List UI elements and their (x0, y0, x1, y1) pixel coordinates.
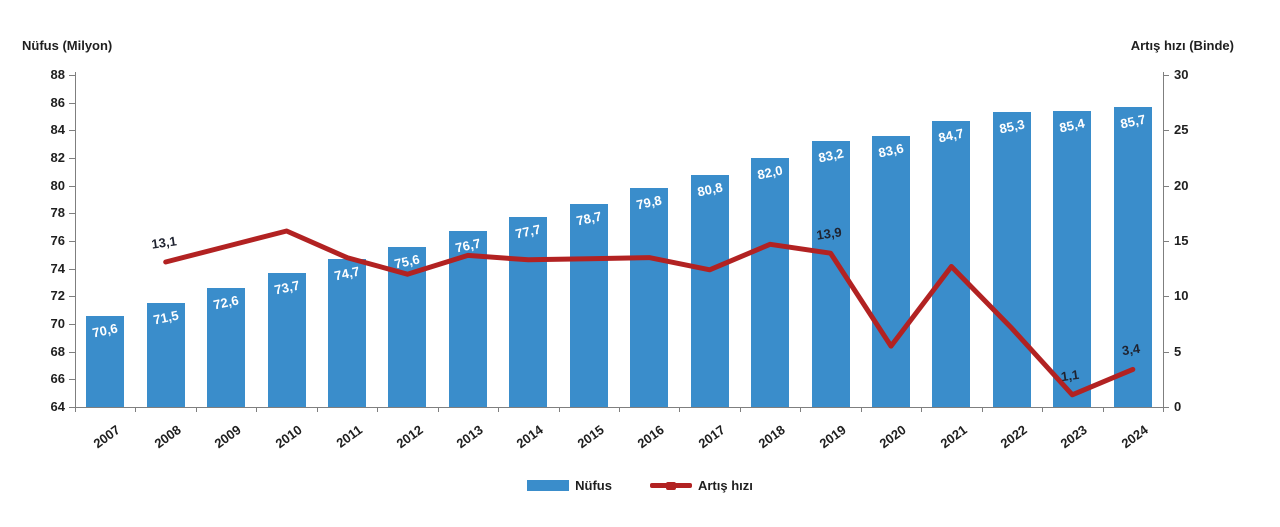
left-axis-title: Nüfus (Milyon) (22, 38, 113, 53)
line-value-label: 1,1 (1060, 366, 1081, 384)
right-axis-tick (1163, 185, 1169, 187)
right-axis-tick (1163, 75, 1169, 76)
x-axis-tick (135, 407, 137, 412)
left-axis-tick (69, 379, 75, 381)
left-axis-tick-label: 74 (50, 260, 65, 276)
left-axis-line (75, 72, 76, 407)
population-bar (1113, 106, 1152, 407)
left-axis-tick (69, 296, 75, 298)
x-axis-tick (1163, 407, 1164, 412)
left-axis-tick-label: 66 (50, 371, 65, 387)
x-axis-tick (1042, 407, 1044, 412)
left-axis-tick-label: 64 (50, 399, 65, 414)
population-bar (267, 272, 306, 407)
x-axis-tick (498, 407, 500, 412)
right-axis-tick (1163, 241, 1169, 242)
x-axis-tick (558, 407, 560, 412)
right-axis-tick-label: 25 (1174, 122, 1189, 138)
left-axis-tick-label: 86 (50, 94, 65, 110)
population-bar (146, 303, 185, 407)
legend-item-nufus: Nüfus (527, 478, 612, 493)
right-axis-tick-label: 30 (1174, 67, 1189, 82)
right-axis-tick-label: 5 (1174, 343, 1182, 359)
x-axis-tick (619, 407, 620, 412)
x-axis-tick (437, 407, 439, 412)
right-axis-tick (1163, 351, 1169, 353)
left-axis-tick-label: 84 (50, 122, 65, 138)
left-axis-tick-label: 82 (50, 150, 65, 165)
population-bar (1053, 110, 1092, 407)
left-axis-tick-label: 72 (50, 288, 65, 304)
right-axis-line (1163, 72, 1164, 407)
population-bar (932, 120, 971, 407)
left-axis-tick (69, 351, 75, 353)
population-bar (509, 217, 548, 407)
right-axis-tick-label: 10 (1174, 288, 1189, 304)
left-axis-tick (69, 324, 75, 325)
right-axis-tick-label: 20 (1174, 177, 1189, 193)
population-bar (992, 112, 1031, 407)
x-axis-tick (739, 407, 741, 412)
x-axis-tick (679, 407, 681, 412)
bar-series-swatch-icon (527, 480, 570, 491)
x-axis-tick (860, 407, 862, 412)
right-axis-tick (1163, 296, 1169, 298)
growth-rate-polyline (163, 228, 1136, 398)
left-axis-tick (69, 158, 75, 159)
x-axis-tick (256, 407, 258, 412)
line-value-label: 3,4 (1120, 341, 1141, 359)
right-axis-title: Artış hızı (Binde) (1130, 38, 1234, 53)
left-axis-tick (69, 102, 75, 104)
right-axis-tick (1163, 407, 1169, 408)
x-axis-tick (377, 407, 379, 412)
x-axis-tick (800, 407, 802, 412)
x-axis-tick (75, 407, 76, 412)
population-bar (207, 288, 246, 407)
population-bar (690, 174, 729, 407)
legend: Nüfus Artış hızı (0, 478, 1280, 493)
population-bar (872, 135, 910, 407)
right-axis-tick (1163, 130, 1169, 132)
population-bar (751, 158, 790, 407)
legend-label-nufus: Nüfus (575, 478, 612, 493)
x-axis-tick (1102, 407, 1104, 412)
population-bar (328, 258, 366, 407)
right-axis-tick-label: 0 (1174, 399, 1182, 414)
left-axis-tick-label: 70 (50, 316, 65, 331)
left-axis-tick (69, 241, 75, 242)
legend-label-artis-hizi: Artış hızı (697, 478, 753, 493)
left-axis-tick (69, 407, 75, 408)
left-axis-tick-label: 68 (50, 343, 65, 359)
left-axis-tick (69, 130, 75, 132)
left-axis-tick-label: 80 (50, 177, 65, 193)
left-axis-tick (69, 185, 75, 187)
left-axis-tick-label: 88 (50, 67, 65, 82)
left-axis-tick (69, 75, 75, 76)
left-axis-tick-label: 76 (50, 233, 65, 248)
population-bar (569, 203, 608, 407)
left-axis-tick (69, 268, 75, 270)
right-axis-tick-label: 15 (1174, 233, 1189, 248)
left-axis-tick (69, 213, 75, 215)
x-axis-tick (195, 407, 197, 412)
legend-item-artis-hizi: Artış hızı (649, 478, 753, 493)
population-bar (86, 315, 125, 407)
population-bar (630, 188, 669, 407)
left-axis-tick-label: 78 (50, 205, 65, 221)
x-axis-tick (921, 407, 923, 412)
x-axis-tick (316, 407, 318, 412)
x-axis-tick (981, 407, 983, 412)
line-series-swatch-icon (649, 483, 692, 488)
